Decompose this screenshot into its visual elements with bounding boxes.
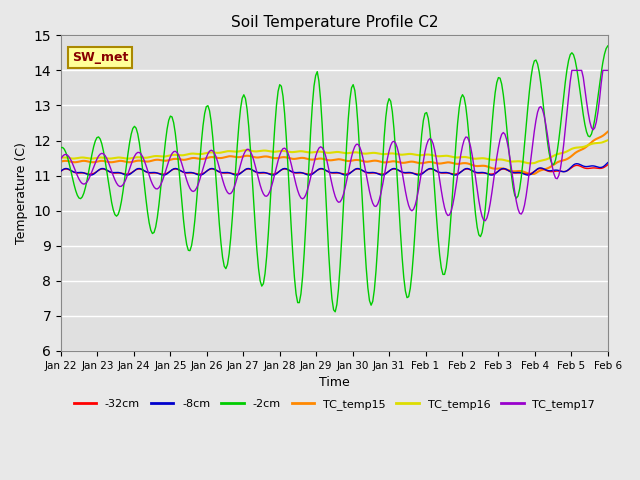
TC_temp15	[57, 159, 65, 165]
TC_temp17	[513, 199, 520, 204]
-32cm	[604, 162, 612, 168]
TC_temp17	[604, 68, 612, 73]
Line: -8cm: -8cm	[61, 163, 608, 175]
TC_temp17	[506, 155, 514, 160]
TC_temp17	[64, 152, 72, 158]
TC_temp17	[178, 161, 186, 167]
TC_temp15	[511, 168, 518, 174]
-2cm	[57, 144, 65, 150]
-2cm	[513, 195, 520, 201]
TC_temp16	[504, 158, 512, 164]
X-axis label: Time: Time	[319, 376, 350, 389]
TC_temp15	[64, 158, 72, 164]
-2cm	[604, 43, 612, 49]
TC_temp16	[364, 151, 372, 156]
-32cm	[506, 168, 514, 174]
-32cm	[365, 170, 373, 176]
TC_temp16	[220, 149, 228, 155]
Line: -2cm: -2cm	[61, 46, 608, 312]
TC_temp15	[220, 155, 228, 160]
Line: TC_temp17: TC_temp17	[61, 71, 608, 221]
TC_temp17	[568, 68, 576, 73]
-32cm	[513, 170, 520, 176]
-8cm	[64, 166, 72, 172]
-2cm	[365, 298, 373, 303]
TC_temp16	[604, 137, 612, 143]
-2cm	[178, 199, 186, 205]
-8cm	[57, 168, 65, 174]
Line: TC_temp15: TC_temp15	[61, 132, 608, 174]
Legend: -32cm, -8cm, -2cm, TC_temp15, TC_temp16, TC_temp17: -32cm, -8cm, -2cm, TC_temp15, TC_temp16,…	[69, 395, 600, 415]
-2cm	[332, 309, 339, 315]
TC_temp16	[527, 160, 535, 166]
-8cm	[178, 168, 186, 174]
TC_temp17	[364, 180, 372, 186]
TC_temp15	[504, 167, 512, 173]
-8cm	[305, 172, 313, 178]
Line: TC_temp16: TC_temp16	[61, 140, 608, 163]
-2cm	[64, 155, 72, 160]
TC_temp17	[57, 156, 65, 161]
TC_temp15	[604, 129, 612, 134]
-8cm	[513, 169, 520, 175]
TC_temp15	[529, 171, 536, 177]
-32cm	[64, 166, 72, 172]
Y-axis label: Temperature (C): Temperature (C)	[15, 142, 28, 244]
-8cm	[506, 168, 514, 174]
TC_temp16	[178, 153, 186, 158]
TC_temp17	[481, 218, 489, 224]
-2cm	[220, 264, 228, 269]
-32cm	[180, 169, 188, 175]
-32cm	[86, 171, 94, 177]
-2cm	[506, 157, 514, 163]
TC_temp17	[220, 182, 228, 188]
TC_temp15	[364, 159, 372, 165]
TC_temp15	[178, 157, 186, 163]
-8cm	[220, 169, 228, 175]
TC_temp16	[64, 155, 72, 161]
-8cm	[604, 160, 612, 166]
TC_temp16	[57, 155, 65, 161]
Title: Soil Temperature Profile C2: Soil Temperature Profile C2	[230, 15, 438, 30]
Line: -32cm: -32cm	[61, 165, 608, 174]
TC_temp16	[511, 158, 518, 164]
Text: SW_met: SW_met	[72, 51, 129, 64]
-8cm	[365, 170, 373, 176]
-32cm	[222, 170, 230, 176]
-32cm	[57, 168, 65, 174]
